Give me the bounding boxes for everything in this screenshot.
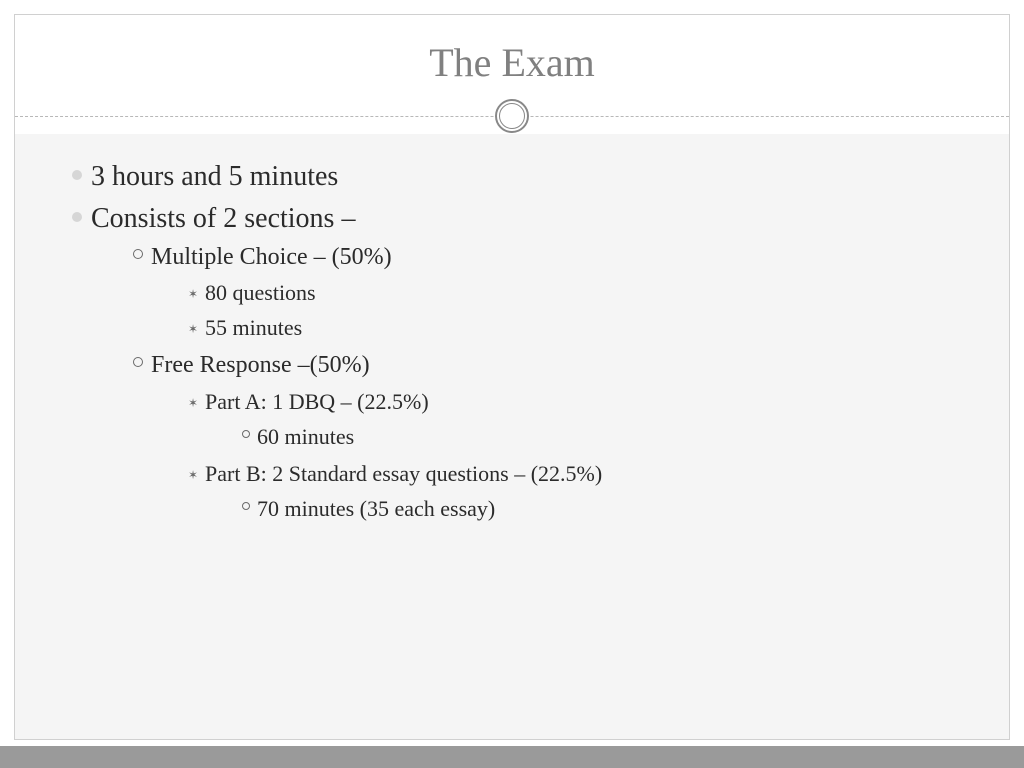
bullet-star-icon: ✶ <box>181 467 205 484</box>
bullet-ring-icon <box>125 357 151 367</box>
bullet-list-l3: ✶ Part A: 1 DBQ – (22.5%) 60 minutes <box>181 385 969 527</box>
list-item: 70 minutes (35 each essay) <box>235 492 969 525</box>
title-divider <box>15 98 1009 134</box>
list-item-text: 70 minutes (35 each essay) <box>257 492 969 525</box>
bullet-ring-small-icon <box>235 430 257 438</box>
bullet-list-l4: 70 minutes (35 each essay) <box>235 492 969 525</box>
list-item-text: Multiple Choice – (50%) <box>151 244 392 270</box>
bullet-list-l3: ✶ 80 questions ✶ 55 minutes <box>181 276 969 344</box>
divider-ornament-icon <box>494 98 530 134</box>
bullet-list-l2: Multiple Choice – (50%) ✶ 80 questions ✶… <box>125 240 969 530</box>
list-item: 60 minutes <box>235 420 969 453</box>
list-item-text: 55 minutes <box>205 311 969 344</box>
list-item: 3 hours and 5 minutes <box>63 158 969 196</box>
bullet-star-icon: ✶ <box>181 395 205 412</box>
bullet-list-l1: 3 hours and 5 minutes Consists of 2 sect… <box>63 158 969 531</box>
list-item: Free Response –(50%) ✶ Part A: 1 DBQ – (… <box>125 348 969 529</box>
title-area: The Exam <box>15 15 1009 98</box>
bullet-ring-small-icon <box>235 502 257 510</box>
list-item-text: 3 hours and 5 minutes <box>91 158 969 196</box>
bullet-star-icon: ✶ <box>181 286 205 303</box>
list-item-text: Consists of 2 sections – <box>91 203 355 234</box>
slide-body: 3 hours and 5 minutes Consists of 2 sect… <box>15 134 1009 739</box>
list-item-text: Part B: 2 Standard essay questions – (22… <box>205 461 602 486</box>
bullet-star-icon: ✶ <box>181 321 205 338</box>
list-item: Consists of 2 sections – Multiple Choice… <box>63 200 969 531</box>
list-item-text: Free Response –(50%) <box>151 352 370 378</box>
footer-bar <box>0 746 1024 768</box>
bullet-disc-icon <box>63 170 91 180</box>
bullet-disc-icon <box>63 212 91 222</box>
bullet-ring-icon <box>125 249 151 259</box>
list-item-text: Part A: 1 DBQ – (22.5%) <box>205 389 429 414</box>
list-item: ✶ Part B: 2 Standard essay questions – (… <box>181 457 969 527</box>
list-item: ✶ 80 questions <box>181 276 969 309</box>
slide-frame: The Exam 3 hours and 5 minutes Consists … <box>14 14 1010 740</box>
list-item: ✶ 55 minutes <box>181 311 969 344</box>
list-item: Multiple Choice – (50%) ✶ 80 questions ✶… <box>125 240 969 347</box>
slide-title: The Exam <box>15 39 1009 86</box>
list-item-text: 80 questions <box>205 276 969 309</box>
bullet-list-l4: 60 minutes <box>235 420 969 453</box>
list-item: ✶ Part A: 1 DBQ – (22.5%) 60 minutes <box>181 385 969 455</box>
list-item-text: 60 minutes <box>257 420 969 453</box>
